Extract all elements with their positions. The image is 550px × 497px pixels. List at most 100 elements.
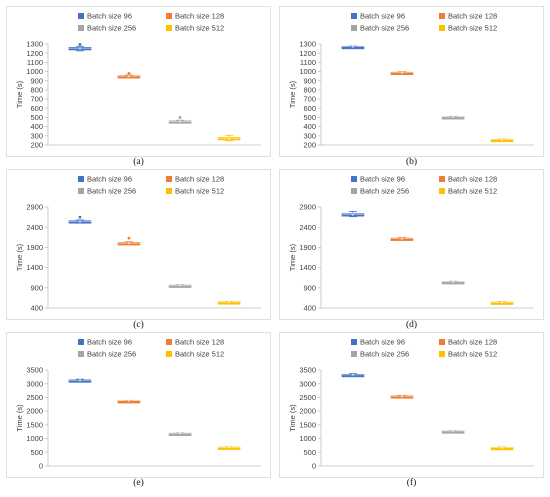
y-tick-label-b-0: 200 [303, 141, 316, 150]
legend-label-f-1: Batch size 128 [448, 338, 497, 347]
y-tick-label-f-1: 500 [303, 448, 316, 457]
mean-marker-b-1: × [400, 70, 403, 76]
y-tick-label-f-5: 2500 [299, 393, 316, 402]
mean-marker-e-1: × [127, 399, 130, 405]
y-tick-label-e-7: 3500 [26, 366, 43, 375]
y-tick-label-a-6: 800 [30, 86, 43, 95]
legend-label-f-2: Batch size 256 [360, 350, 409, 359]
panel-frame-f [279, 332, 544, 478]
legend-swatch-d-1 [439, 176, 445, 182]
y-tick-label-a-1: 300 [30, 131, 43, 140]
y-tick-label-f-2: 1000 [299, 434, 316, 443]
mean-marker-d-1: × [400, 236, 403, 242]
legend-swatch-b-2 [351, 25, 357, 31]
legend-swatch-e-2 [78, 351, 84, 357]
y-tick-label-d-4: 2400 [299, 223, 316, 232]
legend-swatch-a-1 [166, 13, 172, 19]
box-body-a-2 [168, 120, 192, 124]
box-d-2: × [441, 280, 465, 286]
mean-marker-d-0: × [351, 212, 354, 218]
outlier-a-2-0 [178, 116, 182, 119]
legend-swatch-e-0 [78, 339, 84, 345]
legend-swatch-f-2 [351, 351, 357, 357]
legend-swatch-c-0 [78, 176, 84, 182]
y-axis-label-b: Time (s) [288, 80, 297, 108]
box-d-0: × [341, 211, 365, 218]
mean-marker-b-2: × [452, 115, 455, 121]
box-body-c-2 [168, 284, 192, 288]
mean-marker-b-0: × [351, 45, 354, 51]
legend-label-d-3: Batch size 512 [448, 187, 497, 196]
legend-swatch-f-0 [351, 339, 357, 345]
y-tick-label-c-0: 400 [30, 304, 43, 313]
chart-panel-c: Batch size 96 Batch size 128 Batch size 25… [6, 169, 271, 320]
legend-swatch-b-3 [439, 25, 445, 31]
legend-swatch-d-3 [439, 188, 445, 194]
y-tick-label-c-5: 2900 [26, 203, 43, 212]
y-tick-label-e-5: 2500 [26, 393, 43, 402]
legend-label-b-1: Batch size 128 [448, 12, 497, 21]
legend-label-b-2: Batch size 256 [360, 24, 409, 33]
caption-c: (c) [133, 320, 144, 330]
mean-marker-a-1: × [127, 74, 130, 80]
box-a-3: × [217, 134, 241, 143]
mean-marker-c-3: × [228, 300, 231, 306]
box-f-3: × [490, 445, 514, 451]
box-c-3: × [217, 300, 241, 306]
y-tick-label-e-1: 500 [30, 448, 43, 457]
y-tick-label-b-9: 1100 [300, 58, 316, 67]
box-c-2: × [168, 283, 192, 289]
y-tick-label-a-8: 1000 [26, 67, 43, 76]
y-tick-label-a-9: 1100 [27, 58, 43, 67]
mean-marker-e-2: × [179, 431, 182, 437]
box-f-2: × [441, 429, 465, 435]
legend-swatch-a-3 [166, 25, 172, 31]
legend-label-d-1: Batch size 128 [448, 175, 497, 184]
box-body-b-3 [490, 139, 514, 143]
legend-label-e-3: Batch size 512 [175, 350, 224, 359]
y-tick-label-b-1: 300 [303, 131, 316, 140]
y-tick-label-b-2: 400 [303, 122, 316, 131]
caption-d: (d) [405, 320, 418, 330]
chart-panel-e: Batch size 96 Batch size 128 Batch size 25… [6, 332, 271, 478]
legend-label-c-0: Batch size 96 [87, 175, 132, 184]
legend-label-b-3: Batch size 512 [448, 24, 497, 33]
y-tick-label-b-11: 1300 [299, 40, 316, 49]
y-tick-label-e-3: 1500 [26, 420, 43, 429]
y-tick-label-f-4: 2000 [299, 407, 316, 416]
legend-label-a-0: Batch size 96 [87, 12, 132, 21]
mean-marker-c-0: × [78, 219, 81, 225]
y-tick-label-b-6: 800 [303, 86, 316, 95]
box-b-3: × [490, 137, 514, 143]
box-body-a-1 [117, 75, 141, 79]
y-tick-label-e-2: 1000 [26, 434, 43, 443]
box-body-d-2 [441, 281, 465, 285]
mean-marker-f-3: × [501, 445, 504, 451]
outlier-a-0-0 [78, 43, 82, 46]
legend-swatch-c-1 [166, 176, 172, 182]
y-tick-label-c-2: 1400 [26, 263, 43, 272]
legend-label-e-1: Batch size 128 [175, 338, 224, 347]
chart-panel-f: Batch size 96 Batch size 128 Batch size 25… [279, 332, 544, 478]
mean-marker-a-3: × [228, 137, 231, 143]
y-tick-label-a-10: 1200 [26, 49, 43, 58]
outlier-c-1-0 [127, 236, 131, 240]
y-axis-label-a: Time (s) [15, 80, 24, 108]
legend-label-c-1: Batch size 128 [175, 175, 224, 184]
legend-label-e-0: Batch size 96 [87, 338, 132, 347]
box-d-3: × [490, 300, 514, 306]
y-tick-label-a-4: 600 [30, 104, 43, 113]
box-f-1: × [390, 394, 414, 400]
chart-panel-d: Batch size 96 Batch size 128 Batch size 25… [279, 169, 544, 320]
mean-marker-c-2: × [179, 283, 182, 289]
legend-swatch-d-2 [351, 188, 357, 194]
box-e-0: × [68, 378, 92, 384]
legend-label-d-0: Batch size 96 [360, 175, 405, 184]
legend-label-a-1: Batch size 128 [175, 12, 224, 21]
mean-marker-d-2: × [452, 280, 455, 286]
y-tick-label-a-0: 200 [30, 141, 43, 150]
mean-marker-f-2: × [452, 429, 455, 435]
box-body-d-3 [490, 301, 514, 305]
y-tick-label-a-2: 400 [30, 122, 43, 131]
